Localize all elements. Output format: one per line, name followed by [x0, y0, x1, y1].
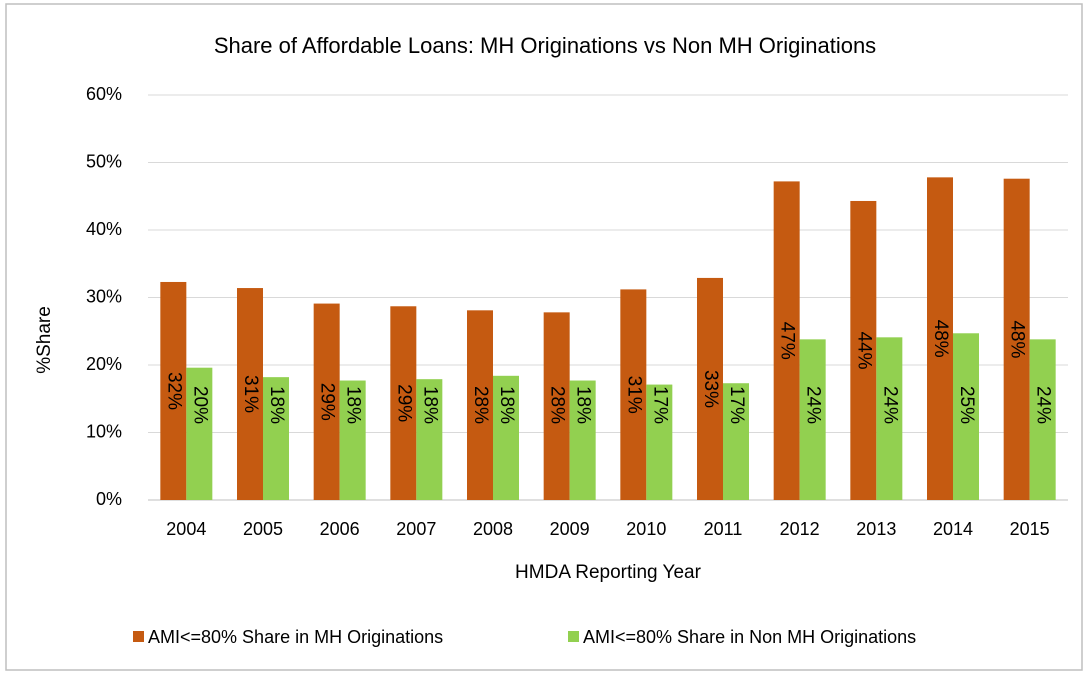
value-label: 48%: [1007, 320, 1028, 358]
bar: [313, 303, 340, 500]
value-label: 20%: [189, 386, 210, 424]
value-label: 18%: [496, 386, 517, 424]
bar: [876, 337, 903, 500]
legend-swatch: [133, 631, 144, 642]
x-tick-label: 2012: [780, 519, 820, 539]
bar: [953, 333, 979, 500]
bar: [646, 384, 673, 500]
value-label: 48%: [930, 320, 951, 358]
x-tick-label: 2007: [396, 519, 436, 539]
value-label: 29%: [393, 384, 414, 422]
bar: [160, 281, 187, 500]
bar: [543, 312, 570, 500]
value-label: 17%: [649, 386, 670, 424]
bar: [186, 367, 213, 500]
value-label: 18%: [343, 386, 364, 424]
bar: [1029, 339, 1056, 500]
bar: [416, 379, 443, 500]
value-label: 18%: [419, 386, 440, 424]
bar: [569, 380, 596, 500]
x-tick-label: 2013: [856, 519, 896, 539]
legend-swatch: [568, 631, 579, 642]
x-tick-label: 2011: [704, 519, 743, 539]
bar: [773, 181, 800, 500]
y-tick-label: 20%: [86, 354, 122, 374]
value-label: 28%: [547, 386, 568, 424]
value-label: 32%: [163, 372, 184, 410]
x-tick-label: 2009: [550, 519, 590, 539]
bar: [697, 277, 723, 500]
bar: [799, 339, 826, 500]
value-label: 47%: [777, 322, 798, 360]
value-label: 29%: [317, 383, 338, 421]
chart-title: Share of Affordable Loans: MH Originatio…: [214, 33, 876, 58]
x-tick-label: 2004: [166, 519, 206, 539]
x-axis-title: HMDA Reporting Year: [515, 562, 702, 583]
value-label: 17%: [726, 386, 747, 424]
value-label: 44%: [853, 331, 874, 369]
bar: [927, 177, 953, 500]
bar: [1003, 178, 1030, 500]
value-label: 24%: [1033, 386, 1054, 424]
bar: [339, 380, 366, 500]
value-label: 24%: [879, 386, 900, 424]
y-tick-label: 40%: [86, 219, 122, 239]
bar: [620, 289, 647, 500]
y-tick-label: 60%: [86, 84, 122, 104]
x-tick-label: 2010: [626, 519, 666, 539]
bar: [850, 200, 877, 500]
value-label: 24%: [803, 386, 824, 424]
y-tick-label: 50%: [86, 151, 122, 171]
bar: [723, 383, 749, 500]
y-tick-label: 0%: [96, 489, 122, 509]
x-tick-label: 2014: [933, 519, 973, 539]
y-tick-label: 30%: [86, 286, 122, 306]
x-tick-label: 2008: [473, 519, 513, 539]
bar: [493, 375, 519, 500]
bar: [263, 377, 289, 500]
value-label: 31%: [240, 375, 261, 413]
legend-label: AMI<=80% Share in Non MH Originations: [583, 627, 916, 647]
x-tick-label: 2006: [320, 519, 360, 539]
value-label: 33%: [700, 370, 721, 408]
x-tick-label: 2005: [243, 519, 283, 539]
x-tick-label: 2015: [1010, 519, 1050, 539]
value-label: 28%: [470, 386, 491, 424]
value-label: 31%: [623, 376, 644, 414]
y-axis-title: %Share: [34, 306, 55, 374]
y-tick-label: 10%: [86, 421, 122, 441]
bar: [390, 306, 417, 500]
bar: [467, 310, 493, 500]
bar: [237, 288, 263, 500]
value-label: 18%: [266, 386, 287, 424]
value-label: 18%: [573, 386, 594, 424]
value-label: 25%: [956, 386, 977, 424]
legend-label: AMI<=80% Share in MH Originations: [148, 627, 443, 647]
